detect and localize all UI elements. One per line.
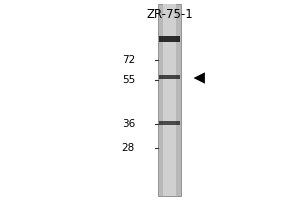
Text: 28: 28 [122,143,135,153]
Text: ZR-75-1: ZR-75-1 [146,8,193,21]
Bar [163,4,176,196]
Bar [159,121,180,125]
Bar [158,4,181,196]
Text: 36: 36 [122,119,135,129]
Bar [159,75,180,79]
Polygon shape [194,72,205,84]
Text: 72: 72 [122,55,135,65]
Bar [159,36,180,42]
Text: 55: 55 [122,75,135,85]
